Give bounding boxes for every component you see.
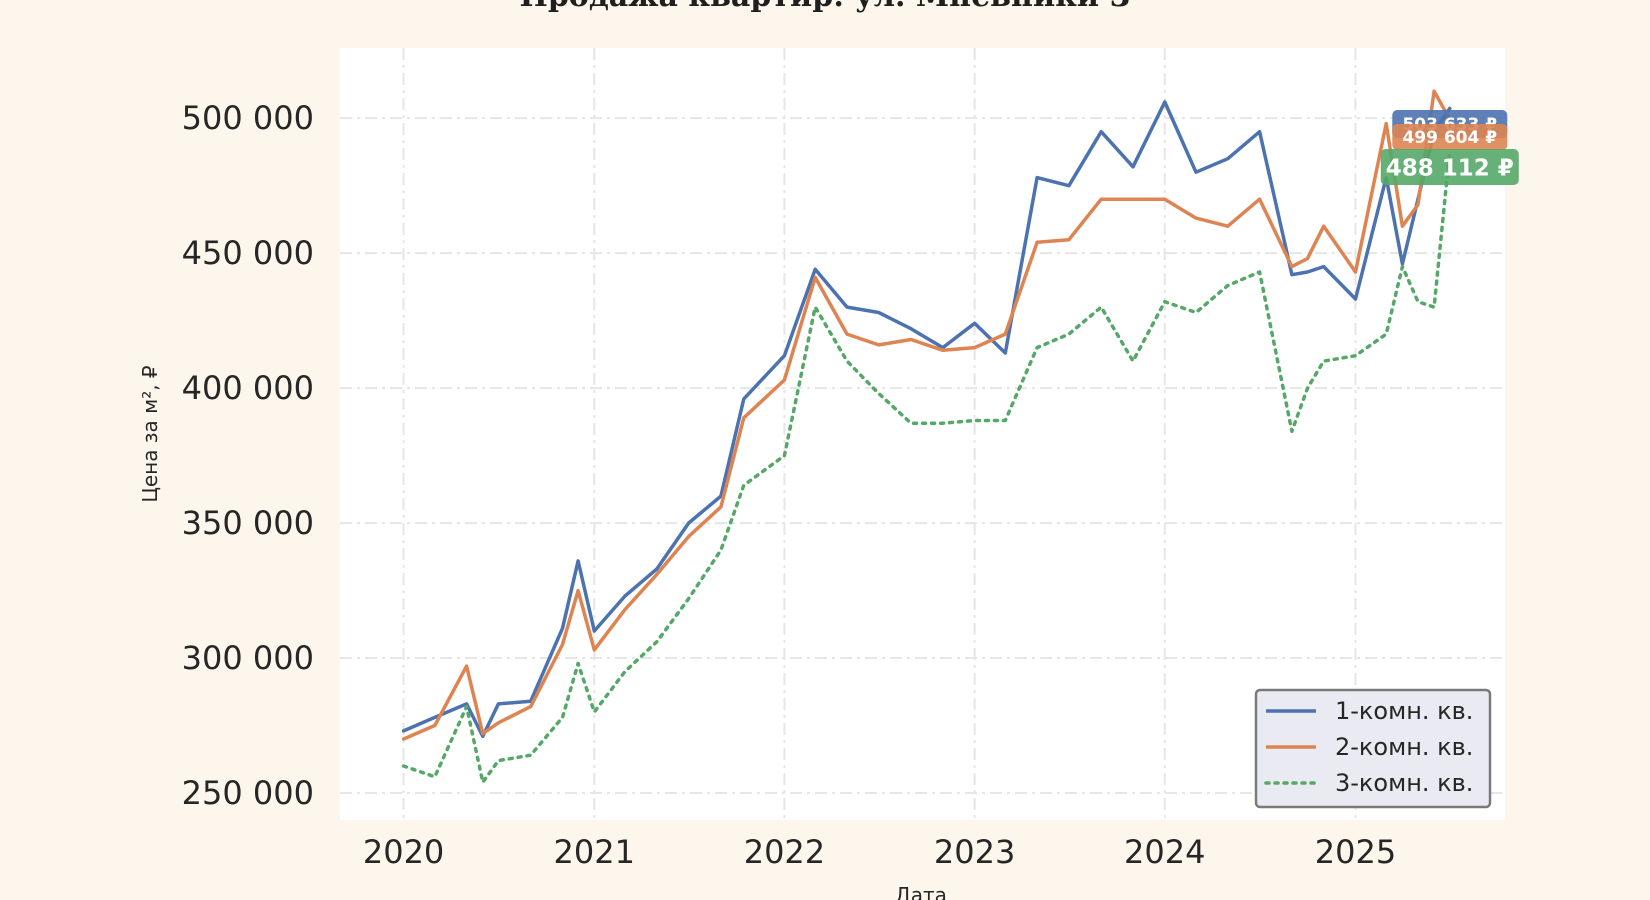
last-value-labels: 503 633 ₽499 604 ₽488 112 ₽ — [1380, 110, 1519, 185]
last-value-label-2: 499 604 ₽ — [1402, 128, 1497, 148]
x-tick-label: 2023 — [934, 833, 1015, 871]
x-tick-label: 2020 — [363, 833, 444, 871]
y-tick-label: 500 000 — [182, 99, 314, 137]
grid — [340, 48, 1505, 820]
series-line-2 — [401, 89, 1452, 741]
last-value-badge-3 — [1380, 149, 1519, 185]
legend-label-2: 2-комн. кв. — [1335, 733, 1473, 761]
y-tick-label: 450 000 — [182, 234, 314, 272]
x-tick-label: 2025 — [1315, 833, 1396, 871]
last-value-label-3: 488 112 ₽ — [1386, 155, 1514, 181]
legend-label-1: 1-комн. кв. — [1335, 697, 1473, 725]
y-axis-label: Цена за м², ₽ — [138, 365, 162, 503]
y-tick-label: 350 000 — [182, 504, 314, 542]
y-tick-label: 300 000 — [182, 639, 314, 677]
series-lines — [401, 89, 1452, 784]
x-tick-label: 2021 — [554, 833, 635, 871]
x-axis-label: Дата — [895, 883, 947, 900]
last-value-badge-2 — [1392, 124, 1508, 150]
legend-box — [1254, 688, 1492, 809]
y-axis-ticks: 250 000 300 000 350 000 400 000 450 000 500 0… — [182, 99, 314, 812]
y-tick-label: 400 000 — [182, 369, 314, 407]
chart-title: Продажа квартир: ул. Мневники 3 — [520, 0, 1131, 14]
series-line-3 — [401, 148, 1452, 784]
legend-label-3: 3-комн. кв. — [1335, 769, 1473, 797]
legend: 1-комн. кв. 2-комн. кв. 3-комн. кв. — [1254, 688, 1492, 809]
y-tick-label: 250 000 — [182, 774, 314, 812]
x-tick-label: 2024 — [1124, 833, 1205, 871]
series-line-1 — [401, 100, 1452, 739]
x-tick-label: 2022 — [744, 833, 825, 871]
x-axis-ticks: 2020 2021 2022 2023 2024 2025 — [363, 833, 1396, 871]
